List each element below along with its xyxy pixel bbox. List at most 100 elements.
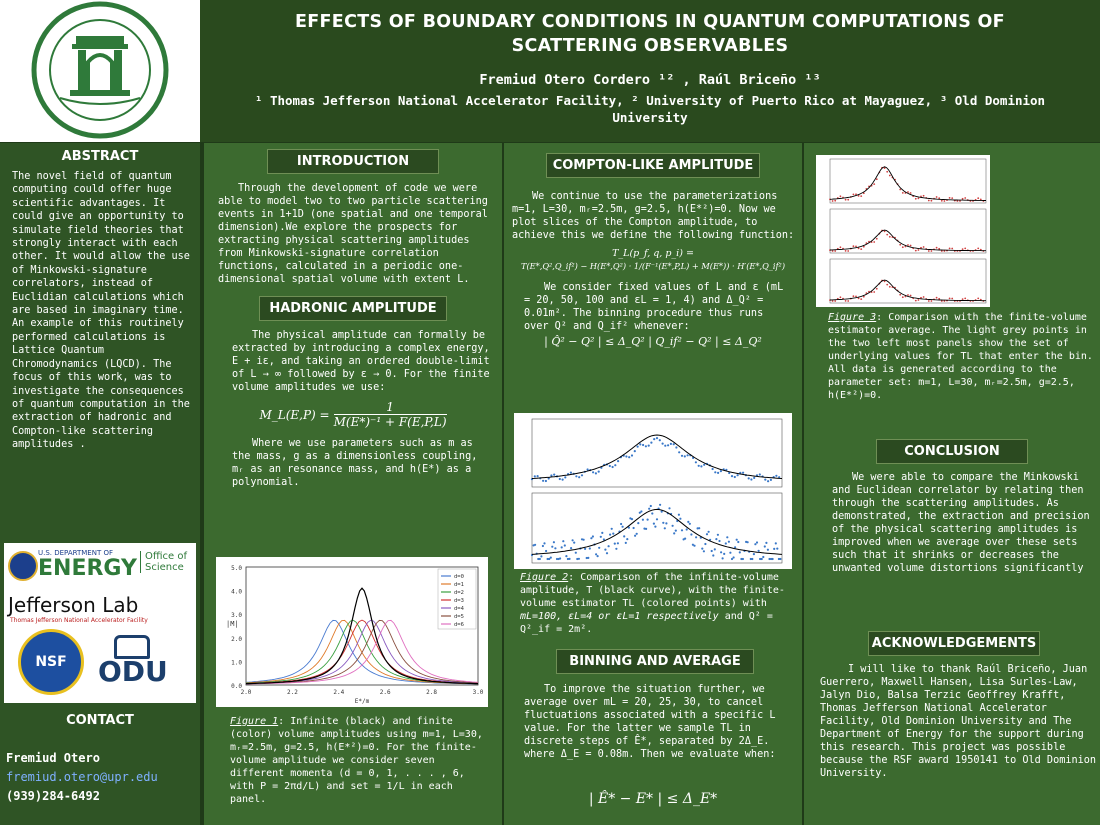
fig3-data-point — [930, 300, 933, 302]
doe-seal-icon — [8, 551, 38, 581]
fig3-data-point — [951, 197, 954, 199]
fig2-data-point — [696, 527, 699, 530]
fig3-data-point — [855, 193, 857, 196]
fig3-data-point — [873, 241, 876, 243]
fig3-data-point — [831, 250, 834, 252]
fig2-data-point — [655, 437, 659, 440]
introduction-heading: INTRODUCTION — [267, 149, 439, 174]
fig2-data-point — [702, 550, 705, 553]
figure-3-label: Figure 3 — [828, 312, 877, 323]
fig2-data-point — [571, 539, 574, 542]
fig2-data-point — [630, 454, 634, 457]
fig3-data-point — [888, 174, 891, 177]
fig2-data-point — [578, 476, 581, 479]
fig3-data-point — [951, 297, 954, 300]
fig2-data-point — [611, 465, 614, 469]
fig3-data-point — [883, 280, 886, 283]
fig2-data-point — [649, 504, 652, 508]
fig3-data-point — [930, 199, 933, 202]
fig2-data-point — [662, 521, 665, 524]
fig1-legend-label: d=5 — [454, 614, 464, 620]
fig2-data-point — [590, 537, 593, 540]
fig2-data-point — [771, 557, 774, 561]
fig2-data-point — [544, 479, 547, 483]
acknowledgements-heading: ACKNOWLEDGEMENTS — [868, 631, 1040, 656]
fig2-data-point — [563, 544, 566, 547]
fig2-data-point — [750, 478, 753, 481]
fig2-data-point — [674, 529, 677, 532]
fig1-legend-label: d=0 — [454, 574, 464, 580]
fig2-data-point — [685, 528, 688, 531]
fig2-data-point — [738, 551, 741, 554]
fig2-data-point — [774, 542, 777, 545]
figure-3-caption-text: : Comparison with the finite-volume esti… — [828, 312, 1093, 401]
fig2-data-point — [547, 477, 550, 480]
fig2-data-point — [569, 471, 572, 474]
fig2-data-point — [729, 551, 732, 554]
fig2-data-point — [550, 474, 553, 477]
fig2-data-point — [767, 480, 770, 483]
poster-title: EFFECTS OF BOUNDARY CONDITIONS IN QUANTU… — [295, 12, 1005, 56]
fig2-data-point — [558, 477, 561, 481]
fig3-data-point — [940, 250, 943, 252]
fig2-data-point — [661, 442, 664, 445]
fig3-data-point — [922, 194, 925, 197]
fig3-data-point — [917, 197, 920, 200]
fig3-data-point — [831, 300, 834, 302]
fig1-ylabel: |M| — [226, 620, 239, 628]
fig2-data-point — [613, 542, 616, 545]
fig3-data-point — [914, 197, 917, 200]
fig2-data-point — [543, 542, 546, 545]
fig2-data-point — [615, 547, 618, 550]
fig2-data-point — [733, 475, 736, 479]
fig2-data-point — [602, 538, 605, 541]
fig2-data-point — [596, 555, 599, 558]
fig2-data-point — [542, 479, 545, 482]
fig2-data-point — [718, 539, 721, 543]
fig2-data-point — [605, 552, 609, 555]
fig1-legend-label: d=1 — [454, 582, 464, 588]
fig2-data-point — [586, 468, 589, 471]
fig2-data-point — [566, 557, 569, 561]
fig2-data-point — [548, 557, 551, 561]
fig2-data-point — [726, 536, 729, 539]
fig2-data-point — [621, 525, 624, 528]
fig3-panel-frame — [829, 158, 987, 204]
fig2-data-point — [703, 463, 706, 466]
fig2-data-point — [536, 475, 539, 478]
fig3-data-point — [873, 291, 876, 293]
fig3-data-point — [855, 245, 857, 248]
fig2-data-point — [768, 557, 771, 561]
fig2-data-point — [755, 541, 759, 544]
jlab-sub-text: Thomas Jefferson National Accelerator Fa… — [10, 617, 148, 624]
fig2-data-point — [552, 541, 555, 544]
hadronic-text1: The physical amplitude can formally be e… — [232, 330, 490, 393]
fig1-ytick-label: 0.0 — [231, 683, 242, 690]
fig2-data-point — [727, 540, 730, 543]
fig3-data-point — [857, 247, 860, 250]
fig2-data-point — [641, 518, 644, 521]
fig3-data-point — [927, 199, 930, 202]
fig2-data-point — [717, 471, 720, 474]
fig3-data-point — [888, 235, 891, 238]
column-conclusion: Figure 3: Comparison with the finite-vol… — [802, 143, 1100, 825]
fig2-data-point — [612, 532, 615, 535]
figure-2-caption-c: and Q² = Q²_if = 2m². — [520, 611, 773, 635]
fig2-data-point — [698, 527, 701, 530]
fig2-data-point — [575, 475, 578, 478]
fig2-data-point — [655, 518, 659, 521]
fig2-data-point — [668, 507, 671, 510]
fig2-data-point — [648, 507, 651, 510]
fig2-data-point — [687, 520, 690, 523]
fig3-data-point — [860, 298, 863, 300]
fig2-data-point — [778, 476, 781, 479]
fig2-data-point — [642, 443, 645, 447]
fig2-data-point — [695, 536, 698, 539]
fig2-data-point — [584, 547, 587, 550]
fig3-data-point — [847, 300, 850, 302]
fig3-data-point — [979, 198, 982, 201]
fig3-data-point — [922, 296, 925, 298]
eq-denominator: M(E*)⁻¹ + F(E,P,L) — [333, 415, 447, 429]
fig2-data-point — [553, 473, 556, 476]
contact-email-link[interactable]: fremiud.otero@upr.edu — [6, 770, 158, 784]
